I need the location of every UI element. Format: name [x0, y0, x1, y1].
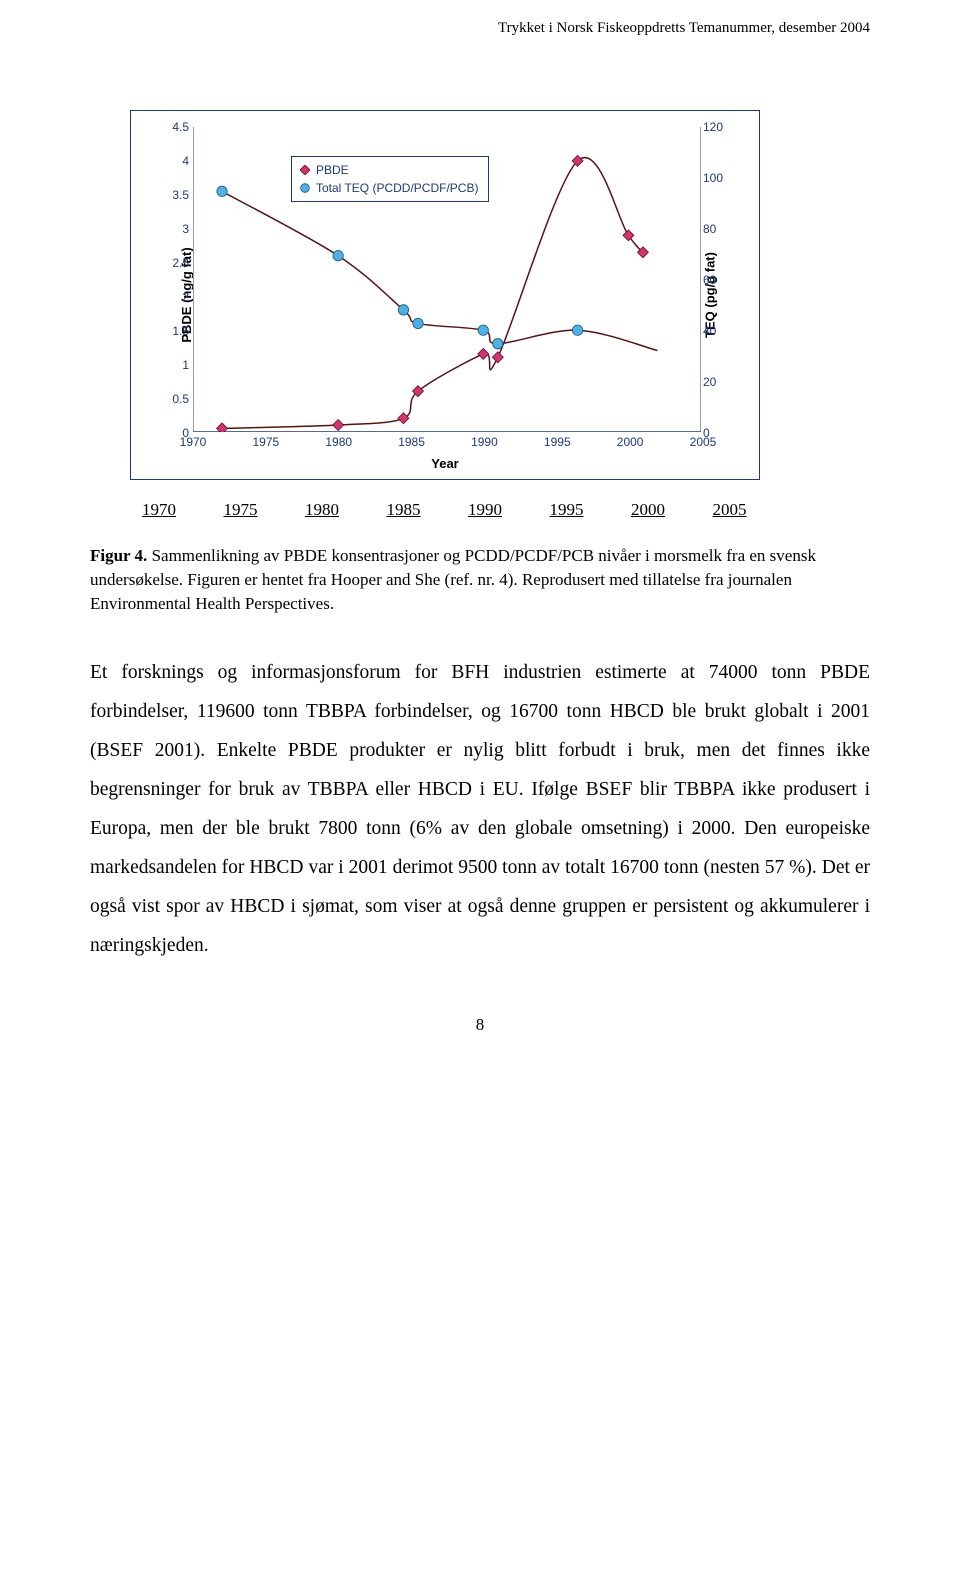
year-item: 2000	[631, 500, 665, 520]
ytick2-label: 80	[703, 222, 729, 236]
figure-caption-label: Figur 4.	[90, 546, 147, 565]
pbde-point	[478, 348, 489, 359]
year-item: 1985	[387, 500, 421, 520]
figure-caption: Figur 4. Sammenlikning av PBDE konsentra…	[90, 544, 870, 615]
page-number: 8	[90, 1015, 870, 1035]
ytick2-label: 40	[703, 324, 729, 338]
ytick-label: 0.5	[165, 392, 189, 406]
year-item: 1970	[142, 500, 176, 520]
ytick-label: 2.5	[165, 256, 189, 270]
teq-point	[478, 325, 488, 335]
pbde-point	[333, 420, 344, 431]
ytick2-label: 60	[703, 273, 729, 287]
teq-point	[333, 251, 343, 261]
ytick-label: 1	[165, 358, 189, 372]
ytick2-label: 120	[703, 120, 729, 134]
xtick-label: 1995	[544, 435, 571, 449]
xtick-label: 1990	[471, 435, 498, 449]
pbde-point	[492, 352, 503, 363]
teq-point	[572, 325, 582, 335]
year-item: 1990	[468, 500, 502, 520]
year-row: 1970 1975 1980 1985 1990 1995 2000 2005	[142, 500, 870, 520]
x-axis-title: Year	[431, 456, 458, 471]
xtick-label: 2005	[690, 435, 717, 449]
publication-header: Trykket i Norsk Fiskeoppdretts Temanumme…	[498, 20, 870, 37]
teq-point	[493, 339, 503, 349]
teq-point	[217, 186, 227, 196]
teq-point	[398, 305, 408, 315]
teq-point	[413, 318, 423, 328]
body-paragraph: Et forsknings og informasjonsforum for B…	[90, 653, 870, 965]
ytick-label: 1.5	[165, 324, 189, 338]
xtick-label: 1970	[180, 435, 207, 449]
chart-frame: PBDE (ng/g fat) TEQ (pg/g fat) Year 00.5…	[130, 110, 760, 480]
year-item: 1975	[224, 500, 258, 520]
ytick-label: 3	[165, 222, 189, 236]
chart-plot-area	[193, 127, 701, 432]
figure-caption-text: Sammenlikning av PBDE konsentrasjoner og…	[90, 546, 816, 613]
pbde-point	[217, 423, 228, 432]
year-item: 1980	[305, 500, 339, 520]
ytick2-label: 100	[703, 171, 729, 185]
page: Trykket i Norsk Fiskeoppdretts Temanumme…	[0, 0, 960, 1095]
xtick-label: 1975	[252, 435, 279, 449]
xtick-label: 1980	[325, 435, 352, 449]
pbde-point	[398, 413, 409, 424]
year-item: 2005	[713, 500, 747, 520]
ytick2-label: 20	[703, 375, 729, 389]
ytick-label: 2	[165, 290, 189, 304]
xtick-label: 1985	[398, 435, 425, 449]
ytick-label: 3.5	[165, 188, 189, 202]
ytick-label: 4	[165, 154, 189, 168]
year-item: 1995	[550, 500, 584, 520]
xtick-label: 2000	[617, 435, 644, 449]
pbde-point	[623, 230, 634, 241]
ytick-label: 4.5	[165, 120, 189, 134]
